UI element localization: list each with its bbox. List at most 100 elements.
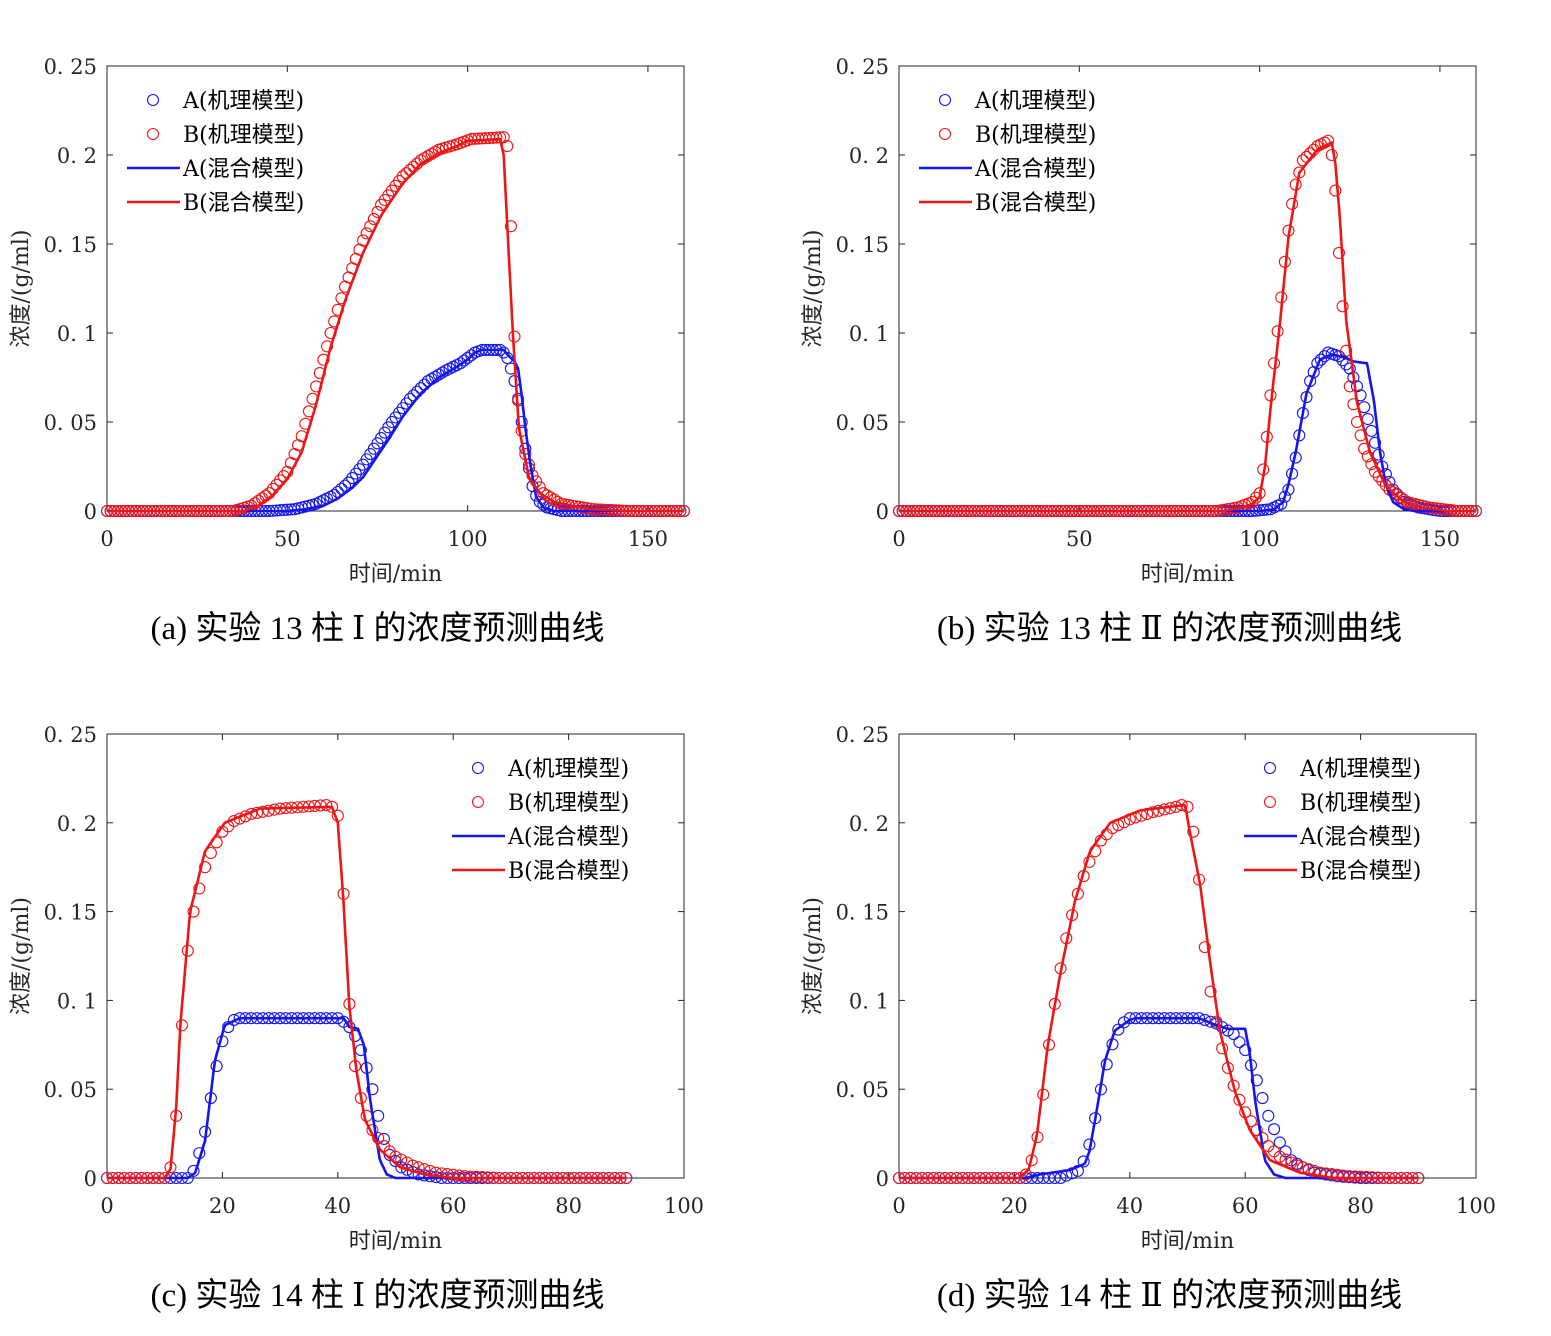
legend-label: B(机理模型) <box>508 791 629 816</box>
y-tick-label: 0 <box>84 1167 97 1191</box>
x-tick-label: 80 <box>1347 1194 1374 1218</box>
y-tick-label: 0. 2 <box>849 812 889 836</box>
data-marker <box>1347 398 1360 411</box>
x-tick-label: 150 <box>1420 527 1460 551</box>
x-axis-label: 时间/min <box>349 562 442 587</box>
y-tick-label: 0. 1 <box>57 322 97 346</box>
series-group <box>100 131 691 518</box>
data-marker <box>342 476 355 489</box>
data-marker <box>1198 941 1211 954</box>
data-marker <box>515 415 528 429</box>
data-marker <box>537 487 550 500</box>
data-marker <box>504 362 517 375</box>
legend-label: B(混合模型) <box>183 191 304 216</box>
legend-label: A(混合模型) <box>182 157 304 182</box>
legend: A(机理模型) B(机理模型) A(混合模型) B(混合模型) <box>452 757 629 884</box>
y-tick-label: 0 <box>876 1167 889 1191</box>
data-marker <box>1368 436 1382 449</box>
plot-area <box>898 733 1477 1179</box>
x-tick-label: 60 <box>440 1194 467 1218</box>
subfigure-caption: (c) 实验 14 柱 Ⅰ 的浓度预测曲线 <box>151 1277 605 1314</box>
chart-c: 0 20 40 60 80 100 0 0. 05 0. 1 0. 15 0. 2 0. 25 时间/m… <box>9 723 704 1314</box>
data-marker <box>1221 1024 1234 1037</box>
data-marker <box>1329 184 1342 197</box>
legend: A(机理模型) B(机理模型) A(混合模型) B(混合模型) <box>127 89 304 216</box>
data-marker <box>1146 806 1159 819</box>
legend-label: B(混合模型) <box>1300 859 1421 884</box>
y-tick-label: 0. 05 <box>44 411 97 435</box>
plot-area <box>898 65 1477 512</box>
line-series-B <box>106 137 685 513</box>
x-tick-label: 50 <box>1066 527 1093 551</box>
x-tick-label: 60 <box>1232 1194 1259 1218</box>
x-axis-label: 时间/min <box>349 1229 442 1254</box>
legend-marker-icon <box>938 127 952 141</box>
subfigure-caption: (a) 实验 13 柱 Ⅰ 的浓度预测曲线 <box>151 610 605 647</box>
data-marker <box>1275 497 1288 510</box>
data-marker <box>1340 344 1353 357</box>
legend-marker-icon <box>146 93 160 107</box>
legend-marker-icon <box>146 127 160 141</box>
data-marker <box>1376 474 1389 487</box>
subfigure-caption: (b) 实验 13 柱 Ⅱ 的浓度预测曲线 <box>937 610 1402 647</box>
x-tick-label: 50 <box>274 527 301 551</box>
data-marker <box>1250 1074 1263 1087</box>
data-marker <box>1077 1155 1090 1168</box>
legend-label: A(机理模型) <box>1299 757 1421 782</box>
legend-label: A(混合模型) <box>1299 825 1421 850</box>
series-group <box>892 134 1483 518</box>
data-marker <box>452 1169 466 1182</box>
data-marker <box>1325 1168 1338 1181</box>
legend-marker-icon <box>1263 761 1277 775</box>
legend-label: B(机理模型) <box>183 123 304 148</box>
data-marker <box>1337 1169 1350 1182</box>
y-tick-label: 0. 25 <box>44 55 97 79</box>
legend-label: A(机理模型) <box>507 757 629 782</box>
legend: A(机理模型) B(机理模型) A(混合模型) B(混合模型) <box>1244 757 1421 884</box>
chart-b: 0 50 100 150 0 0. 05 0. 1 0. 15 0. 2 0. 25 时间/min 浓… <box>801 55 1483 647</box>
data-marker <box>256 805 269 818</box>
x-tick-label: 40 <box>1116 1194 1143 1218</box>
y-tick-label: 0. 15 <box>44 233 97 257</box>
x-tick-label: 80 <box>555 1194 582 1218</box>
data-marker <box>346 472 359 485</box>
series-group <box>100 798 633 1185</box>
legend-marker-icon <box>938 93 952 107</box>
legend-label: B(机理模型) <box>1300 791 1421 816</box>
legend-label: A(机理模型) <box>974 89 1096 114</box>
y-tick-label: 0. 05 <box>836 411 889 435</box>
data-marker <box>1253 487 1266 500</box>
data-marker <box>199 861 212 874</box>
x-tick-label: 0 <box>100 527 113 551</box>
plot-area <box>106 733 685 1179</box>
y-tick-label: 0. 05 <box>44 1078 97 1102</box>
data-marker <box>1278 490 1291 503</box>
legend-marker-icon <box>471 795 485 809</box>
data-marker <box>377 1132 391 1145</box>
data-marker <box>320 798 333 812</box>
data-marker <box>193 882 206 895</box>
data-marker <box>504 220 517 233</box>
data-marker <box>1152 804 1165 817</box>
data-marker <box>1262 1109 1275 1122</box>
data-marker <box>1249 491 1263 504</box>
chart-a: 0 50 100 150 0 0. 05 0. 1 0. 15 0. 2 0. 25 时间/min 浓… <box>9 55 691 647</box>
data-marker <box>1397 493 1410 506</box>
data-marker <box>1273 1136 1286 1149</box>
data-marker <box>1348 1170 1361 1183</box>
data-marker <box>1256 1092 1269 1105</box>
y-tick-label: 0 <box>876 500 889 524</box>
y-tick-label: 0. 25 <box>44 723 97 747</box>
legend-label: B(混合模型) <box>508 859 629 884</box>
data-marker <box>1187 825 1200 838</box>
data-marker <box>1273 1150 1286 1163</box>
data-marker <box>187 1164 200 1177</box>
data-marker <box>1331 1168 1344 1181</box>
data-marker <box>441 1168 454 1181</box>
x-tick-label: 100 <box>1240 527 1280 551</box>
y-axis-label: 浓度/(g/ml) <box>801 897 826 1015</box>
y-tick-label: 0. 1 <box>849 989 889 1013</box>
data-marker <box>458 1170 471 1183</box>
data-marker <box>465 349 478 362</box>
